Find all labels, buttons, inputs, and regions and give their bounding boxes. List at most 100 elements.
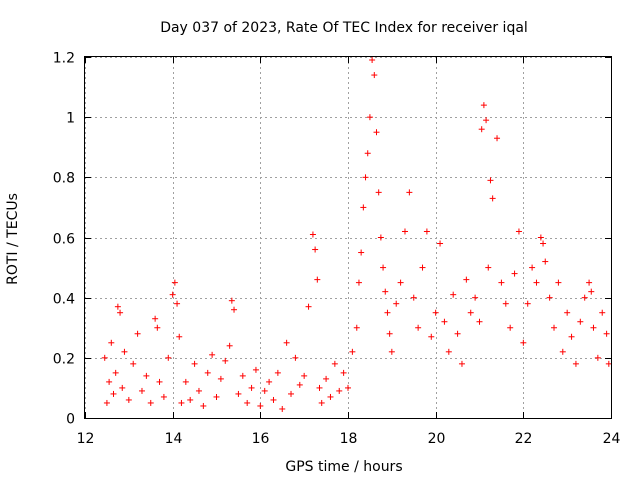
data-point — [209, 351, 216, 358]
data-point — [248, 384, 255, 391]
data-point — [388, 348, 395, 355]
data-point — [349, 348, 356, 355]
x-tick-label: 20 — [428, 431, 446, 447]
grid-lines — [85, 57, 612, 419]
data-point — [283, 339, 290, 346]
y-axis-label: ROTI / TECUs — [5, 193, 21, 285]
data-point — [244, 399, 251, 406]
data-point — [441, 318, 448, 325]
data-point — [228, 297, 235, 304]
data-point — [542, 258, 549, 265]
data-point — [195, 387, 202, 394]
data-point — [270, 396, 277, 403]
data-point — [316, 384, 323, 391]
data-point — [252, 366, 259, 373]
data-point — [467, 309, 474, 316]
data-point — [358, 249, 365, 256]
data-point — [200, 402, 207, 409]
data-point — [331, 360, 338, 367]
x-tick-label: 24 — [603, 431, 621, 447]
data-point — [577, 318, 584, 325]
data-point — [605, 360, 612, 367]
data-point — [336, 387, 343, 394]
data-point — [110, 390, 117, 397]
data-point — [288, 390, 295, 397]
chart-title: Day 037 of 2023, Rate Of TEC Index for r… — [160, 20, 528, 36]
data-point — [117, 309, 124, 316]
data-point — [397, 279, 404, 286]
data-point — [312, 246, 319, 253]
data-point — [257, 402, 264, 409]
x-tick-label: 16 — [252, 431, 270, 447]
data-point — [586, 279, 593, 286]
data-point — [537, 234, 544, 241]
data-point — [515, 228, 522, 235]
y-tick-label: 0.6 — [53, 232, 75, 248]
data-point — [498, 279, 505, 286]
data-point — [101, 354, 108, 361]
data-point — [187, 396, 194, 403]
data-point — [415, 324, 422, 331]
data-point — [314, 276, 321, 283]
data-point — [511, 270, 518, 277]
data-point — [458, 360, 465, 367]
data-point — [472, 294, 479, 301]
data-point — [559, 348, 566, 355]
data-point — [182, 378, 189, 385]
data-point — [502, 300, 509, 307]
data-point — [494, 135, 501, 142]
data-point — [463, 276, 470, 283]
data-point — [572, 360, 579, 367]
data-point — [327, 393, 334, 400]
data-point — [419, 264, 426, 271]
data-point — [171, 279, 178, 286]
data-point — [226, 342, 233, 349]
data-point — [594, 354, 601, 361]
data-point — [305, 303, 312, 310]
data-point — [362, 174, 369, 181]
data-point — [380, 264, 387, 271]
data-point — [520, 339, 527, 346]
data-point — [191, 360, 198, 367]
data-point — [103, 399, 110, 406]
data-point — [174, 300, 181, 307]
data-point — [555, 279, 562, 286]
data-point — [371, 72, 378, 79]
x-tick-label: 12 — [77, 431, 95, 447]
data-point — [364, 150, 371, 157]
x-tick-label: 22 — [515, 431, 533, 447]
data-point — [551, 324, 558, 331]
y-tick-label: 0 — [66, 412, 75, 428]
data-point — [377, 234, 384, 241]
data-point — [292, 354, 299, 361]
data-point — [437, 240, 444, 247]
data-point — [239, 372, 246, 379]
data-point — [213, 393, 220, 400]
data-point — [533, 279, 540, 286]
data-point — [483, 117, 490, 124]
data-point — [160, 393, 167, 400]
data-point — [309, 231, 316, 238]
data-point — [450, 291, 457, 298]
plot-frame — [84, 56, 612, 419]
data-point — [345, 384, 351, 391]
data-point — [568, 333, 575, 340]
y-tick-label: 0.4 — [53, 292, 75, 308]
x-tick-label: 14 — [165, 431, 183, 447]
y-axis: 0 0.2 0.4 0.6 0.8 1 1.2 — [53, 51, 611, 428]
data-point — [401, 228, 408, 235]
data-point — [476, 318, 483, 325]
data-point — [393, 300, 400, 307]
data-point — [375, 189, 382, 196]
data-point — [121, 348, 128, 355]
data-point — [373, 129, 380, 136]
data-point — [125, 396, 132, 403]
data-point — [112, 369, 119, 376]
data-point — [382, 288, 389, 295]
data-point — [147, 399, 154, 406]
data-point — [485, 264, 492, 271]
data-point — [204, 369, 211, 376]
data-point — [432, 309, 439, 316]
data-point — [106, 378, 113, 385]
